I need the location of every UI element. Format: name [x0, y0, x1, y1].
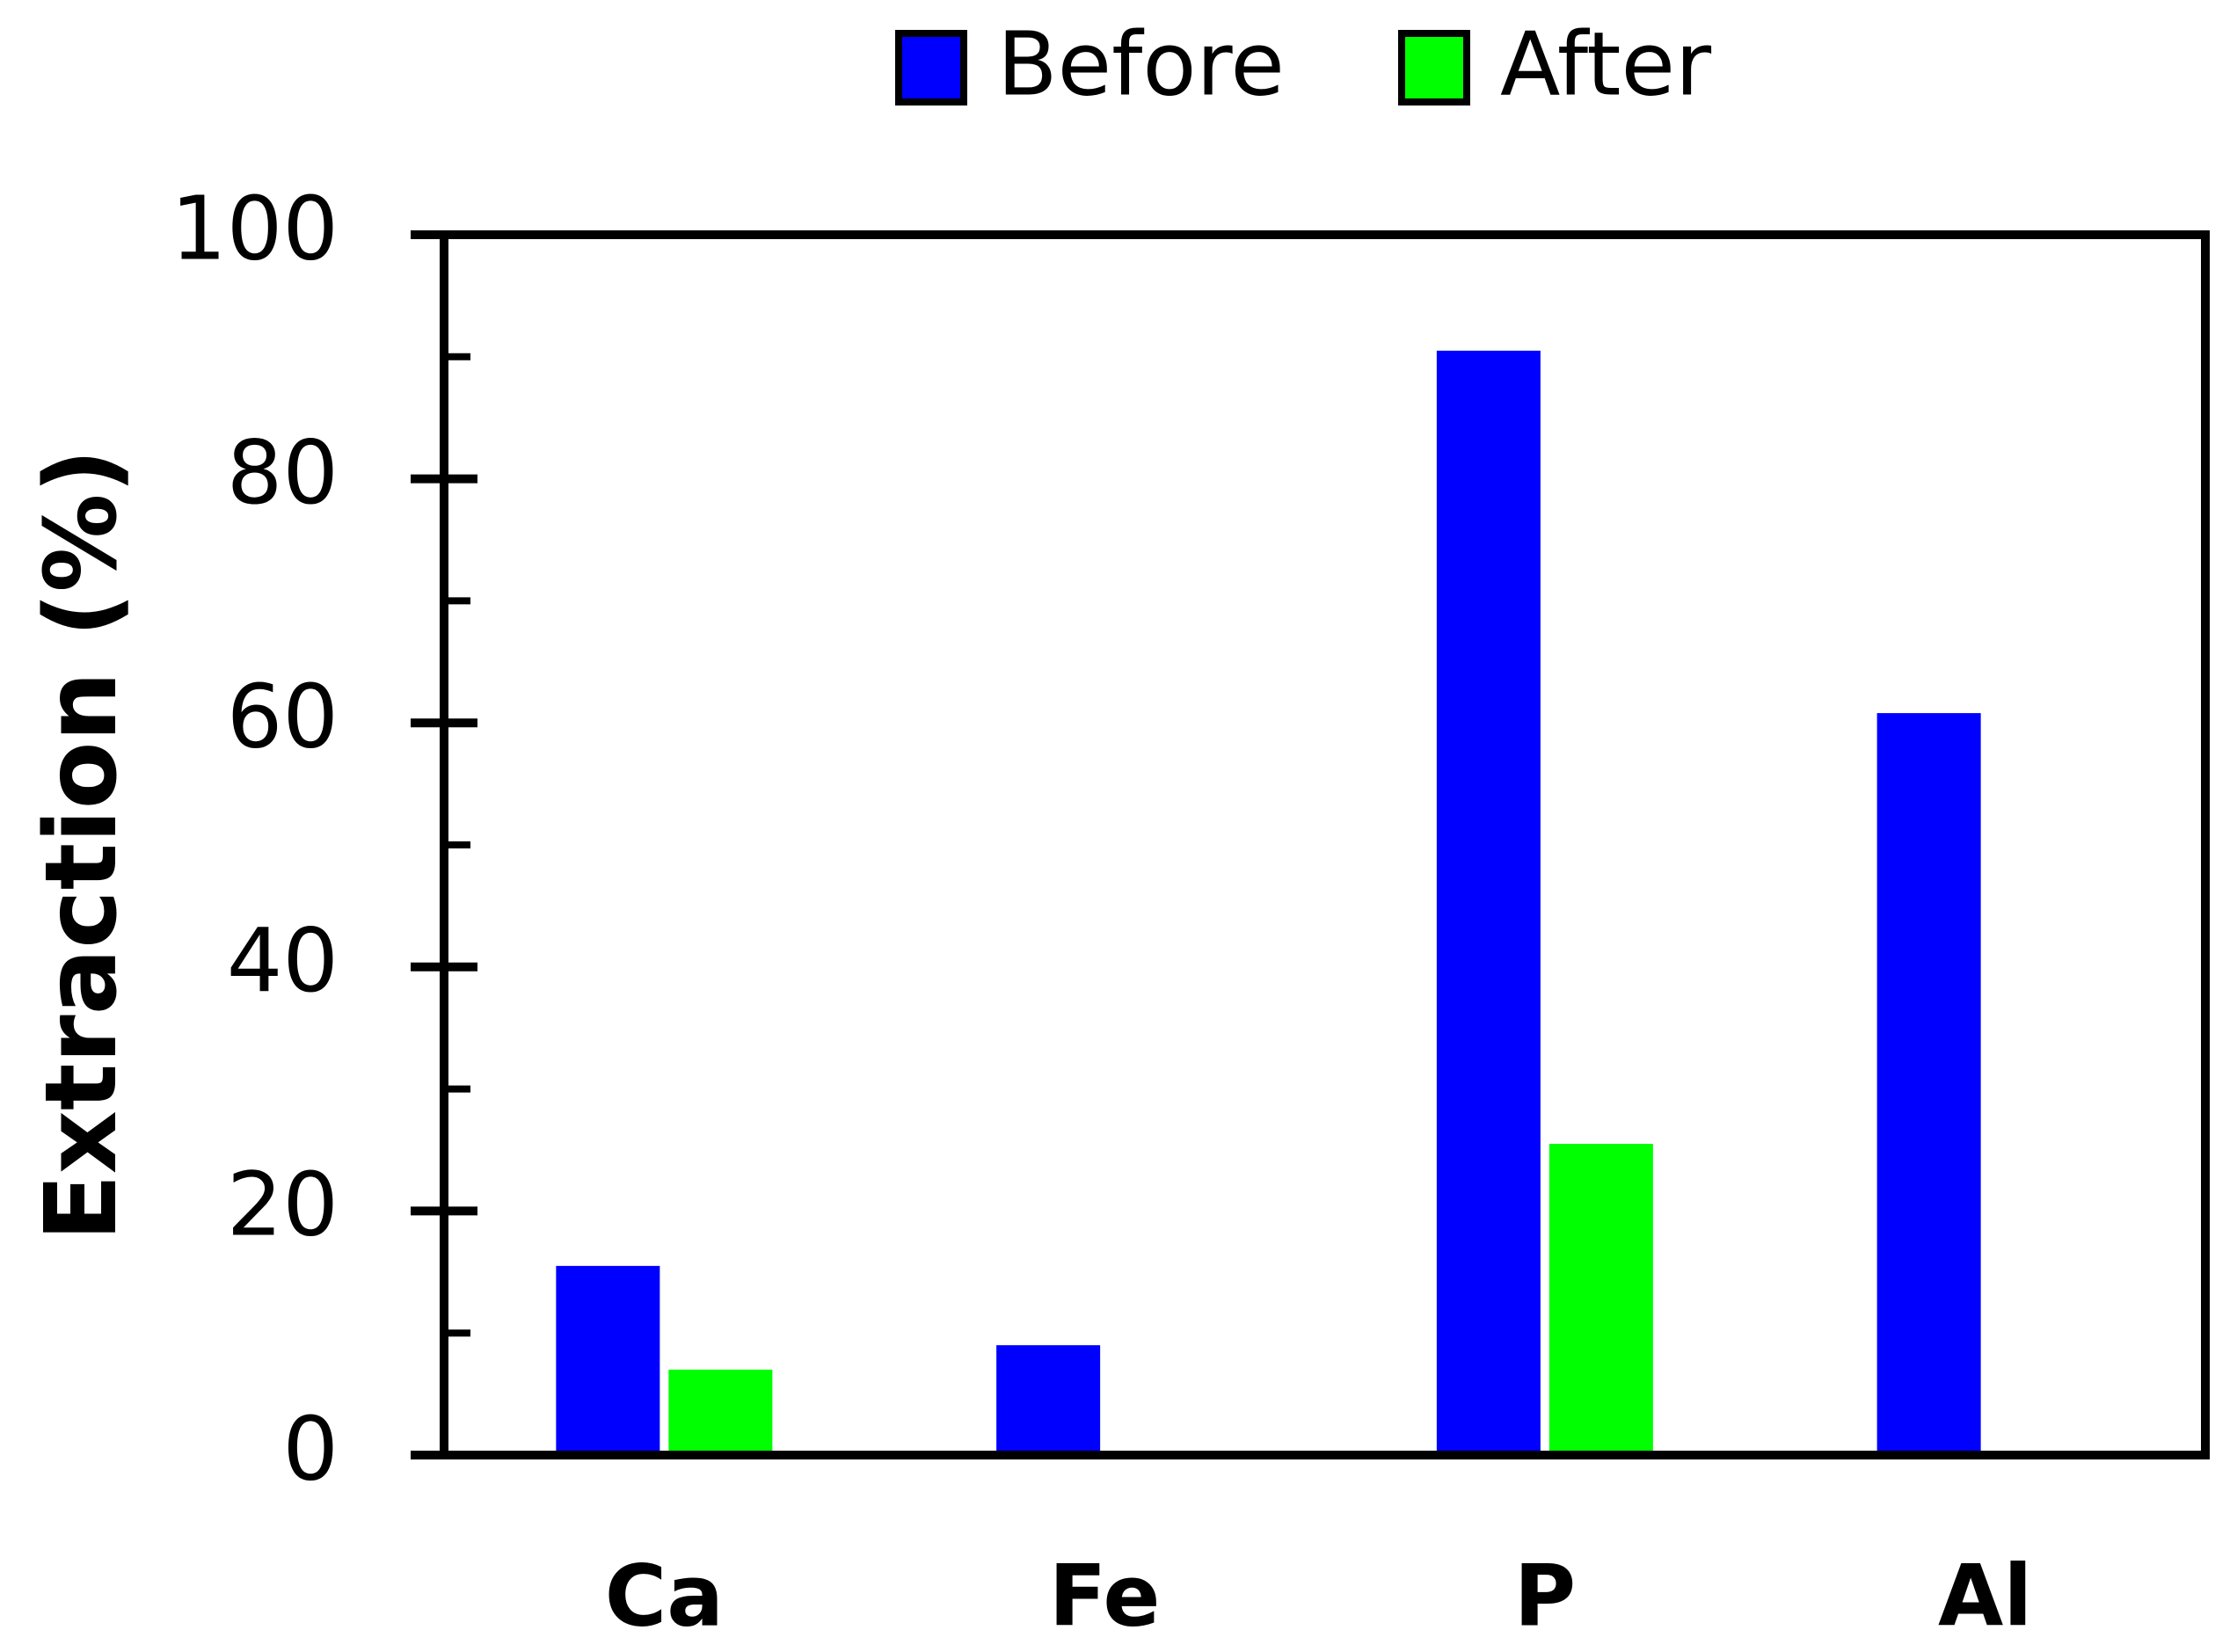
bar [1548, 1144, 1653, 1455]
bar [996, 1345, 1101, 1455]
y-tick-label: 20 [227, 1153, 339, 1256]
y-tick-label: 60 [227, 666, 339, 768]
x-tick-label: P [1514, 1546, 1576, 1645]
y-tick-label: 0 [282, 1397, 339, 1500]
bar [1436, 350, 1541, 1455]
x-tick-label: Fe [1049, 1546, 1161, 1645]
y-tick-label: 80 [227, 421, 339, 524]
y-tick-label: 40 [227, 909, 339, 1012]
legend-label: Before [997, 12, 1285, 115]
x-tick-label: Ca [605, 1546, 724, 1645]
bar [556, 1265, 660, 1455]
y-tick-label: 100 [171, 177, 339, 280]
legend-swatch [895, 30, 967, 106]
legend-swatch [1398, 30, 1470, 106]
x-tick-label: Al [1938, 1546, 2032, 1645]
bar [668, 1369, 773, 1455]
y-axis-label: Extraction (%) [25, 448, 139, 1241]
bar [1876, 713, 1981, 1455]
legend-label: After [1500, 12, 1712, 115]
